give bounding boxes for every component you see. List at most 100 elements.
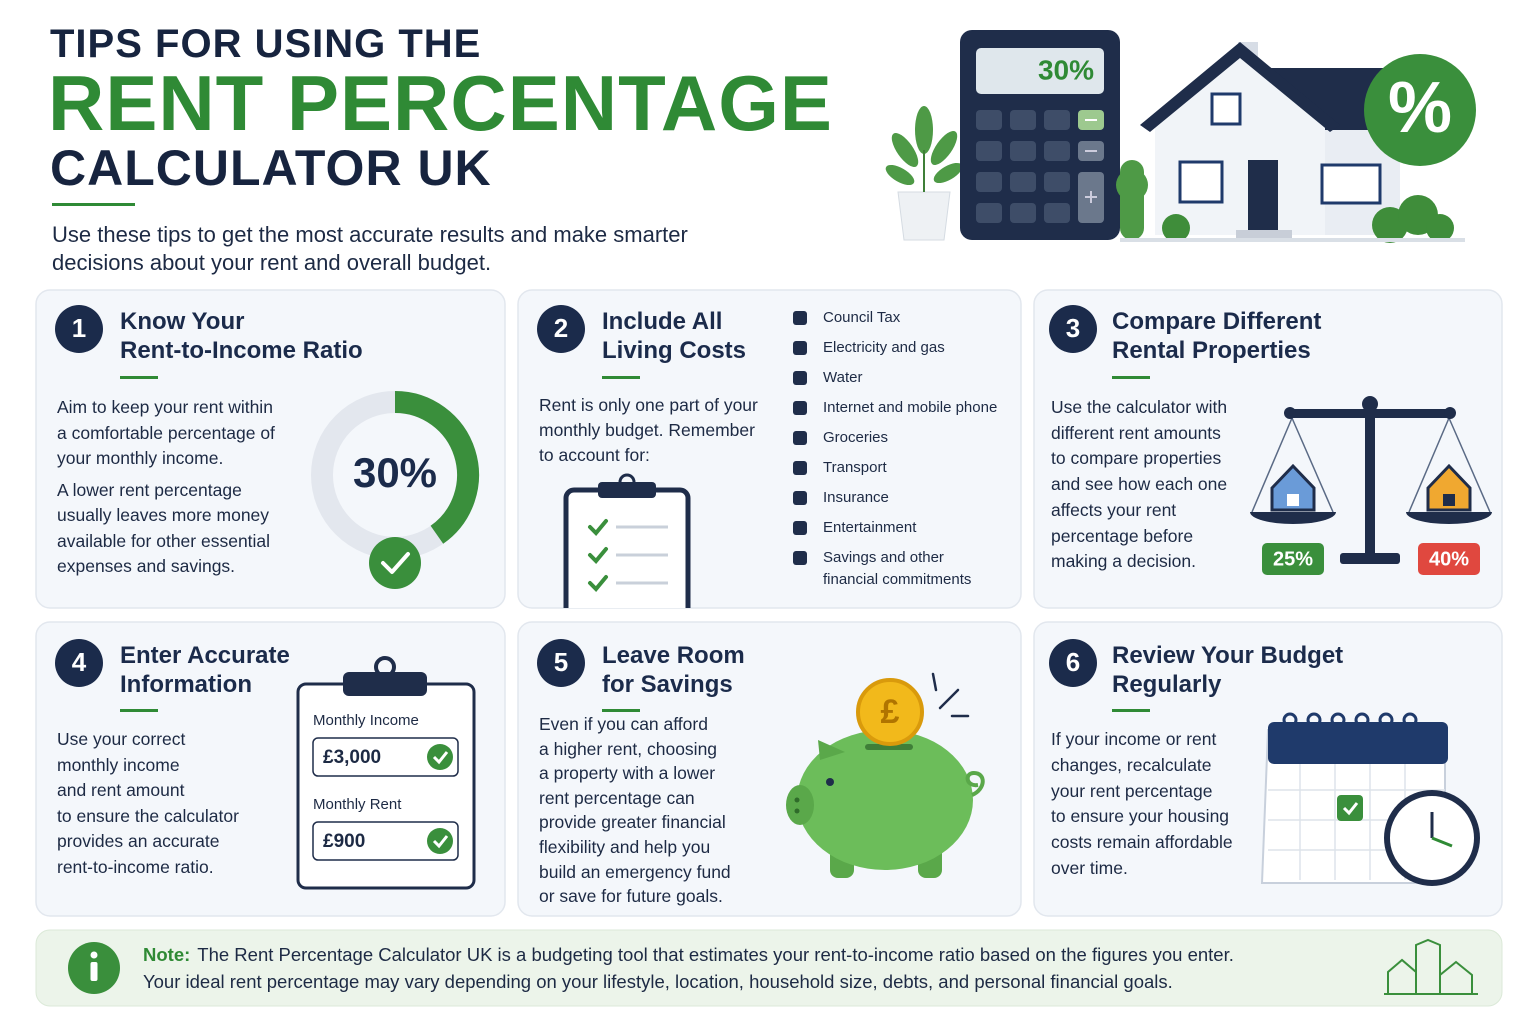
text-line: Insurance: [823, 489, 889, 506]
tip-title: Leave Room for Savings: [602, 641, 745, 699]
text-line: monthly income: [57, 754, 180, 775]
note: Note: The Rent Percentage Calculator UK i…: [143, 941, 1234, 995]
house: [1116, 42, 1465, 243]
text-line: Rental Properties: [1112, 337, 1311, 364]
paragraph: Even if you can afford a higher rent, cho…: [539, 712, 731, 909]
form: Monthly Income £3,000 Monthly Rent £900: [296, 656, 476, 890]
cost-icon: [793, 521, 807, 535]
text-line: your monthly income.: [57, 448, 224, 468]
intro: Use these tips to get the most accurate …: [52, 221, 688, 277]
text-line: over time.: [1051, 857, 1128, 878]
paragraph: Groceries: [823, 427, 997, 457]
scale-label: 40%: [1429, 548, 1469, 570]
tip-number: 6: [1066, 647, 1080, 677]
text-line: rent percentage can: [539, 787, 695, 808]
coin-symbol: £: [881, 693, 900, 731]
tip-title: Know Your Rent-to-Income Ratio: [120, 307, 363, 365]
text-line: to ensure your housing: [1051, 806, 1230, 827]
text-line: Know Your: [120, 308, 245, 335]
clipboard: [563, 473, 691, 608]
percent-badge-text: %: [1388, 68, 1452, 148]
paragraph: A lower rent percentage usually leaves mo…: [57, 478, 275, 580]
title-rule: [52, 203, 135, 206]
text-line: financial commitments: [823, 571, 972, 588]
text-line: a property with a lower: [539, 763, 716, 784]
text-line: Information: [120, 671, 252, 698]
note-line: Your ideal rent percentage may vary depe…: [143, 971, 1173, 992]
tip-body: Use your correct monthly income and rent a…: [57, 727, 239, 881]
text-line: usually leaves more money: [57, 505, 270, 525]
paragraph: If your income or rent changes, recalcula…: [1051, 727, 1233, 882]
cost-icon: [793, 341, 807, 355]
text-line: and rent amount: [57, 780, 185, 801]
text-line: Even if you can afford: [539, 714, 708, 734]
text-line: Electricity and gas: [823, 339, 945, 356]
cost-icon: [793, 311, 807, 325]
paragraph: Rent is only one part of your monthly bud…: [539, 393, 758, 468]
text-line: Rent-to-Income Ratio: [120, 337, 363, 364]
paragraph: Use the calculator with different rent am…: [1051, 395, 1227, 575]
text-line: Use your correct: [57, 729, 186, 749]
number-badges: 1 2 3 4 5 6: [55, 305, 1097, 687]
paragraph: Use your correct monthly income and rent a…: [57, 727, 239, 881]
text-line: Enter Accurate: [120, 642, 290, 669]
text-line: expenses and savings.: [57, 556, 236, 576]
title-line: CALCULATOR UK: [50, 140, 492, 196]
piggy-bank: £: [786, 672, 985, 878]
note-text: The Rent Percentage Calculator UK is a b…: [197, 944, 1234, 965]
text-line: If your income or rent: [1051, 729, 1217, 749]
cost-icon: [793, 431, 807, 445]
paragraph: Transport: [823, 457, 997, 487]
text-line: Aim to keep your rent within: [57, 397, 273, 417]
scale: 25% 40%: [1250, 396, 1492, 575]
paragraph: Savings and other financial commitments: [823, 547, 997, 591]
note-bar: [35, 929, 1503, 1007]
text-line: percentage before: [1051, 525, 1194, 546]
paragraph: Insurance: [823, 487, 997, 517]
text-line: a higher rent, choosing: [539, 738, 718, 759]
percent-badge: [1364, 54, 1476, 166]
text-line: provides an accurate: [57, 831, 220, 852]
calculator-display: 30%: [1038, 54, 1094, 85]
text-line: Use these tips to get the most accurate …: [52, 222, 688, 247]
text-line: Leave Room: [602, 642, 745, 669]
text-line: Savings and other: [823, 549, 944, 566]
text-line: to account for:: [539, 445, 650, 465]
tip-body: Use the calculator with different rent am…: [1051, 395, 1227, 575]
text-line: provide greater financial: [539, 812, 726, 833]
cost-icon: [793, 551, 807, 565]
form-label: Monthly Income: [313, 712, 419, 729]
tip-number: 5: [554, 647, 568, 677]
text-line: Living Costs: [602, 337, 747, 364]
text-line: Compare Different: [1112, 308, 1322, 335]
text-line: Groceries: [823, 429, 889, 446]
paragraph: Aim to keep your rent within a comfortabl…: [57, 395, 275, 472]
text-line: different rent amounts: [1051, 422, 1221, 443]
calendar: [1260, 712, 1480, 886]
paragraph: Water: [823, 367, 997, 397]
form-value: £900: [323, 831, 365, 852]
scale-label: 25%: [1273, 548, 1313, 570]
text-line: a comfortable percentage of: [57, 422, 275, 443]
text-line: Review Your Budget: [1112, 642, 1344, 669]
cost-icon: [793, 491, 807, 505]
tip-body: Even if you can afford a higher rent, cho…: [539, 712, 731, 909]
text-line: Regularly: [1112, 671, 1222, 698]
note-line: Note: The Rent Percentage Calculator UK i…: [143, 941, 1234, 968]
gauge-label: 30%: [353, 449, 437, 496]
text-line: to ensure the calculator: [57, 805, 239, 826]
tip-body: If your income or rent changes, recalcula…: [1051, 727, 1233, 882]
text-line: changes, recalculate: [1051, 754, 1212, 775]
paragraph: Council Tax: [823, 307, 997, 337]
text-line: Rent is only one part of your: [539, 395, 758, 415]
title-underlines: [120, 376, 1150, 712]
tip-number: 4: [72, 647, 87, 677]
text-line: or save for future goals.: [539, 886, 723, 907]
text-line: rent-to-income ratio.: [57, 856, 214, 877]
card: [35, 289, 506, 609]
tip-title: Compare Different Rental Properties: [1112, 307, 1321, 365]
text-line: A lower rent percentage: [57, 479, 242, 500]
text-line: Entertainment: [823, 519, 917, 536]
